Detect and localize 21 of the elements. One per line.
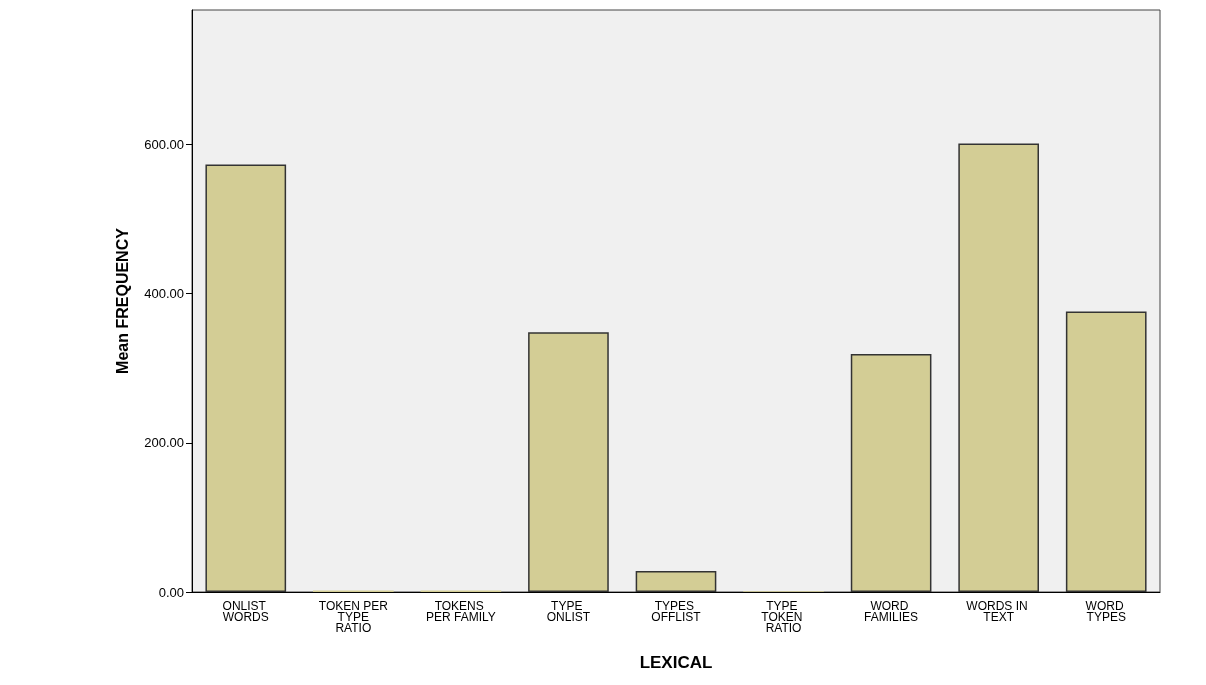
y-tick-label: 200.00 (144, 435, 184, 451)
bar (528, 332, 609, 592)
y-tick-label: 400.00 (144, 286, 184, 302)
bar (958, 143, 1039, 592)
y-axis-title: Mean FREQUENCY (113, 227, 131, 374)
bar (205, 164, 287, 592)
x-axis-title: LEXICAL (639, 653, 713, 672)
x-tick-label: WORD FAMILIES (864, 598, 919, 624)
x-tick-label: WORDS IN TEXT (966, 598, 1031, 624)
x-tick-label: TYPE TOKEN RATIO (761, 598, 806, 635)
y-tick-label: 600.00 (144, 136, 184, 152)
x-tick-label: TYPES OFFLIST (651, 598, 702, 624)
x-tick-label: ONLIST WORDS (222, 598, 270, 624)
x-tick-label: WORD TYPES (1085, 598, 1127, 624)
x-tick-label: TOKEN PER TYPE RATIO (318, 598, 389, 635)
bar (635, 571, 717, 592)
bar (1065, 311, 1147, 592)
x-tick-label: TOKENS PER FAMILY (425, 598, 496, 624)
bar (850, 353, 932, 592)
x-tick-label: TYPE ONLIST (546, 598, 591, 624)
y-tick-label: 0.00 (158, 584, 184, 600)
